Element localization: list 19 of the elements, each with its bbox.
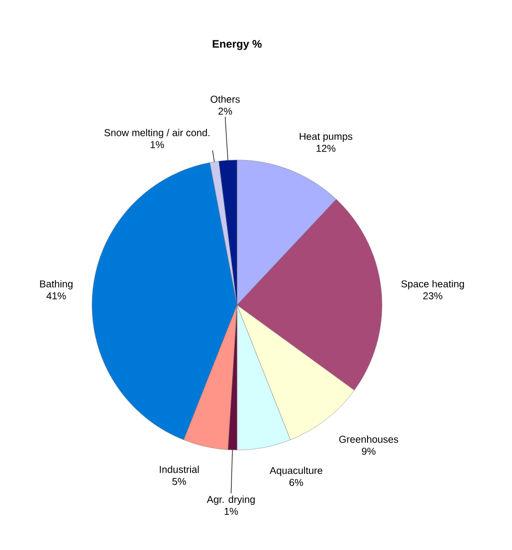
data-label: 23% (423, 292, 442, 300)
data-label: 41% (46, 292, 66, 300)
data-label: 6% (290, 478, 304, 486)
slice-label: Bathing (40, 280, 72, 290)
data-label: 1% (224, 508, 238, 515)
data-label: 9% (362, 448, 376, 455)
data-label: 2% (218, 108, 232, 115)
slice-label: Others (210, 95, 240, 103)
slice-label: Agr. drying (206, 496, 255, 505)
data-label: 5% (172, 478, 186, 485)
slice-label: Space heating (401, 280, 464, 290)
slice-label: Heat pumps (300, 132, 352, 142)
chart-title: Energy % (212, 40, 262, 50)
slice-label: Greenhouses (339, 436, 398, 443)
slice-label: Snow melting / air cond. (104, 128, 210, 138)
slice-label: Aquaculture (270, 466, 322, 476)
slice-label: Industrial (160, 466, 199, 473)
data-label: 12% (316, 144, 336, 152)
data-label: 1% (150, 141, 164, 148)
